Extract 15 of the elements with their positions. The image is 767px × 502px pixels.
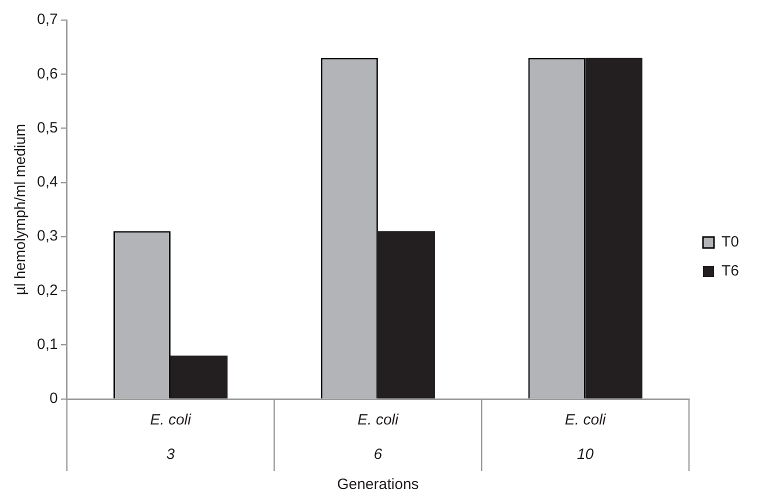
- legend-label: T6: [721, 262, 740, 280]
- y-tick-label: 0,6: [36, 65, 58, 82]
- y-tick-label: 0: [50, 390, 58, 408]
- x-tick-label: E. coli 10: [564, 411, 606, 463]
- y-tick-label: 0,7: [36, 11, 58, 28]
- y-axis-title: µl hemolymph/ml medium: [12, 124, 30, 296]
- y-tick-label: 0,5: [36, 119, 58, 136]
- x-tick-label: E. coli 3: [150, 411, 192, 463]
- y-tick-label: 0,4: [36, 174, 58, 191]
- x-axis-title: Generations: [337, 476, 419, 494]
- y-tick-label: 0,3: [36, 228, 58, 245]
- legend-label: T0: [721, 234, 740, 251]
- x-tick-label: E. coli 6: [357, 411, 400, 463]
- y-tick-label: 0,2: [36, 282, 58, 299]
- y-tick-label: 0,1: [36, 336, 58, 353]
